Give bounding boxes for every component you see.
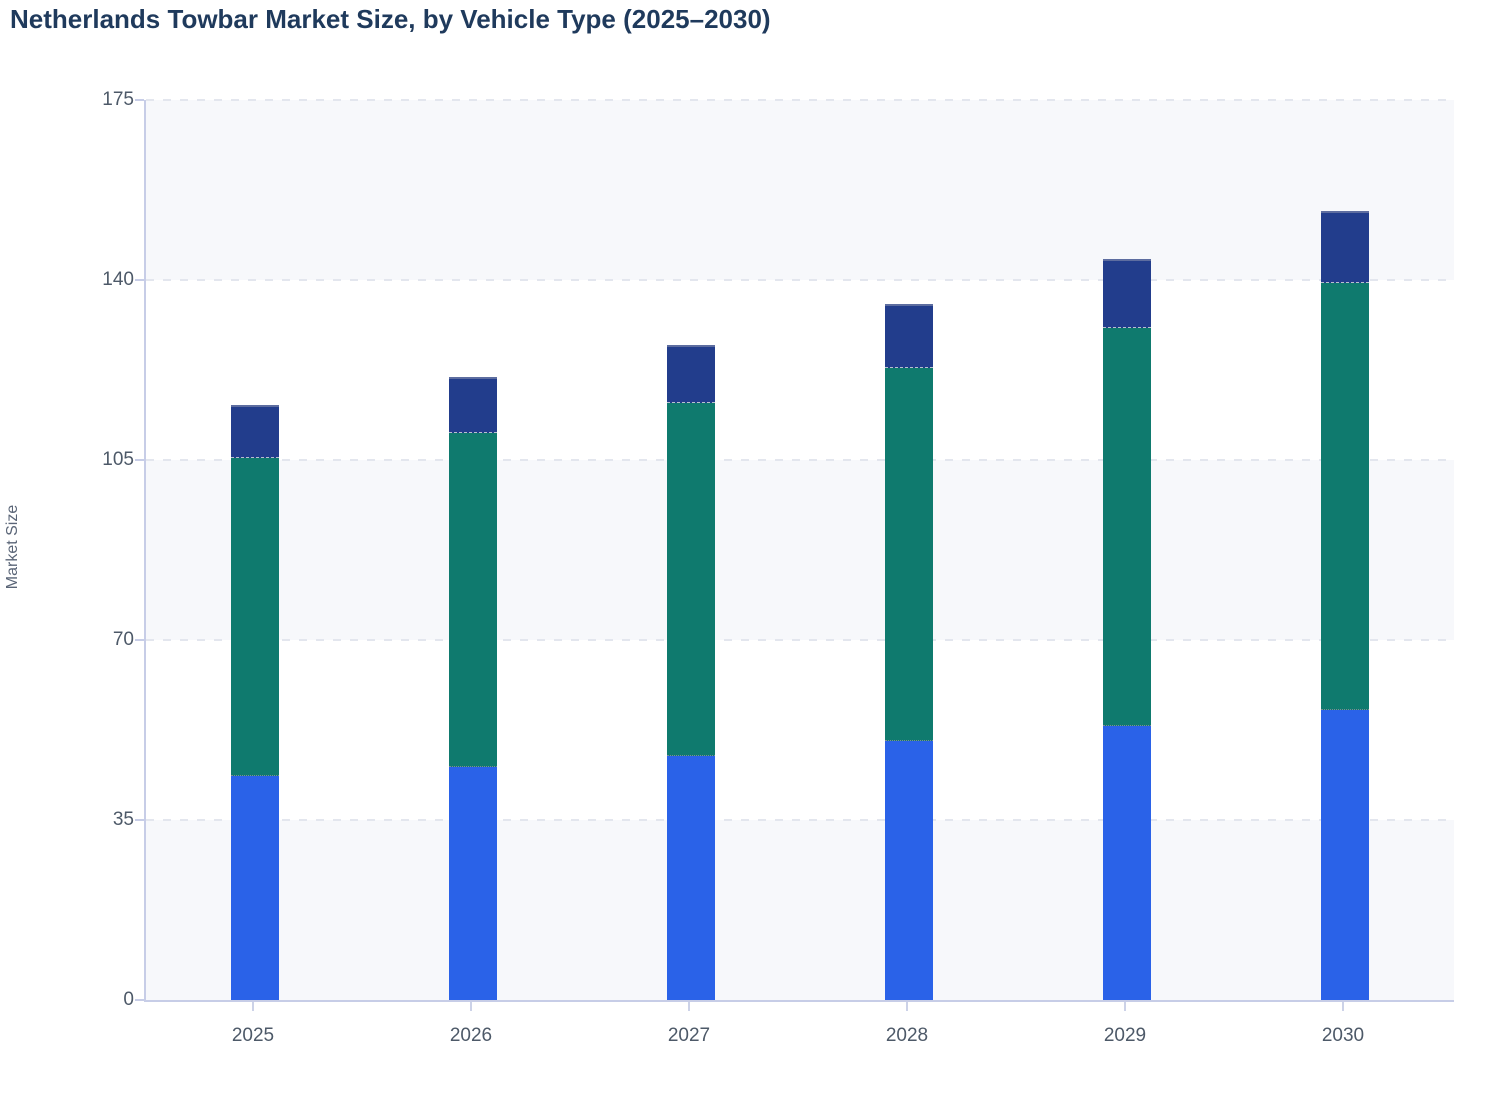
y-axis-tick-105	[135, 459, 144, 461]
gridline-105	[146, 459, 1454, 461]
gridline-175	[146, 99, 1454, 101]
bar-segment-middle-segment-teal-2028[interactable]	[885, 367, 933, 742]
bar-2027	[667, 344, 715, 1000]
bar-segment-bottom-segment-blue-2029[interactable]	[1103, 726, 1151, 1000]
bar-segment-top-segment-navy-2027[interactable]	[667, 344, 715, 404]
bar-segment-top-segment-navy-2026[interactable]	[449, 377, 497, 434]
gridline-35	[146, 819, 1454, 821]
gridline-140	[146, 279, 1454, 281]
bar-segment-bottom-segment-blue-2028[interactable]	[885, 741, 933, 1000]
y-axis-tick-0	[135, 999, 144, 1001]
y-tick-label-0: 0	[123, 989, 134, 1010]
x-axis-tick-2026	[470, 1002, 472, 1011]
bar-segment-bottom-segment-blue-2027[interactable]	[667, 756, 715, 1000]
y-axis-tick-175	[135, 99, 144, 101]
y-tick-label-175: 175	[102, 89, 134, 110]
bar-segment-middle-segment-teal-2030[interactable]	[1321, 282, 1369, 710]
x-tick-label-2025: 2025	[231, 1025, 275, 1046]
bar-2028	[885, 303, 933, 1000]
y-tick-label-105: 105	[102, 449, 134, 470]
y-tick-label-70: 70	[112, 629, 134, 650]
chart-title: Netherlands Towbar Market Size, by Vehic…	[10, 4, 771, 34]
y-axis-tick-140	[135, 279, 144, 281]
x-tick-label-2026: 2026	[449, 1025, 493, 1046]
x-tick-label-2030: 2030	[1321, 1025, 1365, 1046]
bar-segment-bottom-segment-blue-2030[interactable]	[1321, 709, 1369, 1000]
bar-2026	[449, 377, 497, 1000]
x-axis-tick-2030	[1342, 1002, 1344, 1011]
bar-segment-middle-segment-teal-2029[interactable]	[1103, 327, 1151, 727]
y-axis-tick-35	[135, 819, 144, 821]
bar-segment-bottom-segment-blue-2025[interactable]	[231, 775, 279, 1000]
bar-segment-top-segment-navy-2029[interactable]	[1103, 259, 1151, 328]
x-axis-tick-2025	[252, 1002, 254, 1011]
bar-segment-top-segment-navy-2025[interactable]	[231, 404, 279, 459]
x-tick-label-2027: 2027	[667, 1025, 711, 1046]
plot-area	[144, 99, 1454, 1002]
bar-segment-top-segment-navy-2030[interactable]	[1321, 211, 1369, 283]
bar-segment-middle-segment-teal-2026[interactable]	[449, 433, 497, 767]
x-axis-tick-2028	[906, 1002, 908, 1011]
y-tick-label-35: 35	[112, 809, 134, 830]
bar-segment-top-segment-navy-2028[interactable]	[885, 303, 933, 368]
bar-segment-bottom-segment-blue-2026[interactable]	[449, 766, 497, 1000]
bar-2029	[1103, 259, 1151, 1000]
y-axis-tick-70	[135, 639, 144, 641]
x-axis-tick-2029	[1124, 1002, 1126, 1011]
bar-2025	[231, 404, 279, 1000]
x-tick-label-2028: 2028	[885, 1025, 929, 1046]
x-tick-label-2029: 2029	[1103, 1025, 1147, 1046]
x-axis-tick-2027	[688, 1002, 690, 1011]
bar-2030	[1321, 211, 1369, 1000]
y-axis-title: Market Size	[4, 504, 21, 590]
gridline-70	[146, 639, 1454, 641]
y-tick-label-140: 140	[102, 269, 134, 290]
bar-segment-middle-segment-teal-2027[interactable]	[667, 403, 715, 757]
bar-segment-middle-segment-teal-2025[interactable]	[231, 458, 279, 776]
